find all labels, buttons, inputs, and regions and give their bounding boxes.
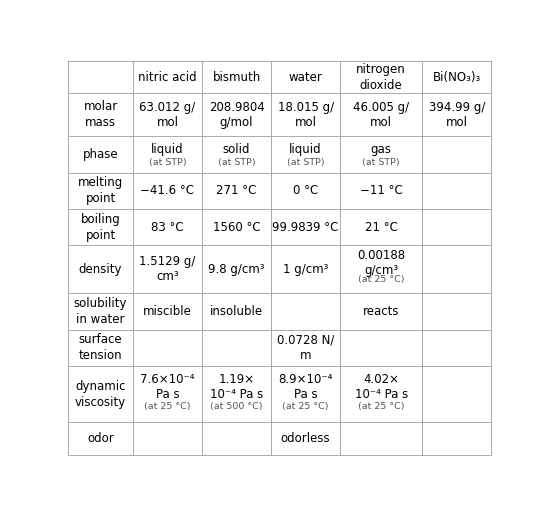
- Text: gas: gas: [371, 143, 391, 156]
- Text: (at STP): (at STP): [363, 157, 400, 167]
- Text: surface
tension: surface tension: [79, 333, 122, 362]
- Text: 271 °C: 271 °C: [216, 184, 257, 197]
- Text: solid: solid: [223, 143, 250, 156]
- Text: boiling
point: boiling point: [81, 213, 121, 242]
- Text: Bi(NO₃)₃: Bi(NO₃)₃: [433, 71, 481, 84]
- Text: melting
point: melting point: [78, 176, 123, 205]
- Text: phase: phase: [83, 148, 118, 161]
- Text: (at 25 °C): (at 25 °C): [144, 402, 191, 410]
- Text: 394.99 g/
mol: 394.99 g/ mol: [429, 101, 485, 129]
- Text: (at 25 °C): (at 25 °C): [358, 402, 405, 410]
- Text: miscible: miscible: [143, 305, 192, 318]
- Text: 46.005 g/
mol: 46.005 g/ mol: [353, 101, 410, 129]
- Text: 21 °C: 21 °C: [365, 221, 397, 234]
- Text: (at 25 °C): (at 25 °C): [282, 402, 329, 410]
- Text: molar
mass: molar mass: [84, 100, 118, 129]
- Text: −11 °C: −11 °C: [360, 184, 402, 197]
- Text: 0 °C: 0 °C: [293, 184, 318, 197]
- Text: 1560 °C: 1560 °C: [213, 221, 260, 234]
- Text: 0.00188
g/cm³: 0.00188 g/cm³: [357, 249, 405, 277]
- Text: 63.012 g/
mol: 63.012 g/ mol: [139, 101, 195, 129]
- Text: odorless: odorless: [281, 432, 330, 445]
- Text: 208.9804
g/mol: 208.9804 g/mol: [209, 101, 264, 129]
- Text: 83 °C: 83 °C: [151, 221, 184, 234]
- Text: 1 g/cm³: 1 g/cm³: [283, 263, 328, 276]
- Text: reacts: reacts: [363, 305, 400, 318]
- Text: 99.9839 °C: 99.9839 °C: [272, 221, 339, 234]
- Text: insoluble: insoluble: [210, 305, 263, 318]
- Text: water: water: [289, 71, 323, 84]
- Text: density: density: [79, 263, 122, 276]
- Text: 1.5129 g/
cm³: 1.5129 g/ cm³: [139, 256, 195, 284]
- Text: 8.9×10⁻⁴
Pa s: 8.9×10⁻⁴ Pa s: [278, 373, 333, 401]
- Text: (at STP): (at STP): [149, 157, 186, 167]
- Text: (at STP): (at STP): [287, 157, 324, 167]
- Text: liquid: liquid: [151, 143, 184, 156]
- Text: (at STP): (at STP): [218, 157, 256, 167]
- Text: nitrogen
dioxide: nitrogen dioxide: [357, 63, 406, 92]
- Text: (at 25 °C): (at 25 °C): [358, 275, 405, 284]
- Text: 9.8 g/cm³: 9.8 g/cm³: [208, 263, 265, 276]
- Text: nitric acid: nitric acid: [138, 71, 197, 84]
- Text: 4.02×
10⁻⁴ Pa s: 4.02× 10⁻⁴ Pa s: [354, 373, 408, 401]
- Text: −41.6 °C: −41.6 °C: [140, 184, 194, 197]
- Text: 7.6×10⁻⁴
Pa s: 7.6×10⁻⁴ Pa s: [140, 373, 195, 401]
- Text: 1.19×
10⁻⁴ Pa s: 1.19× 10⁻⁴ Pa s: [210, 373, 263, 401]
- Text: odor: odor: [87, 432, 114, 445]
- Text: bismuth: bismuth: [212, 71, 260, 84]
- Text: 18.015 g/
mol: 18.015 g/ mol: [277, 101, 334, 129]
- Text: solubility
in water: solubility in water: [74, 297, 127, 326]
- Text: dynamic
viscosity: dynamic viscosity: [75, 380, 126, 409]
- Text: liquid: liquid: [289, 143, 322, 156]
- Text: (at 500 °C): (at 500 °C): [210, 402, 263, 410]
- Text: 0.0728 N/
m: 0.0728 N/ m: [277, 334, 334, 362]
